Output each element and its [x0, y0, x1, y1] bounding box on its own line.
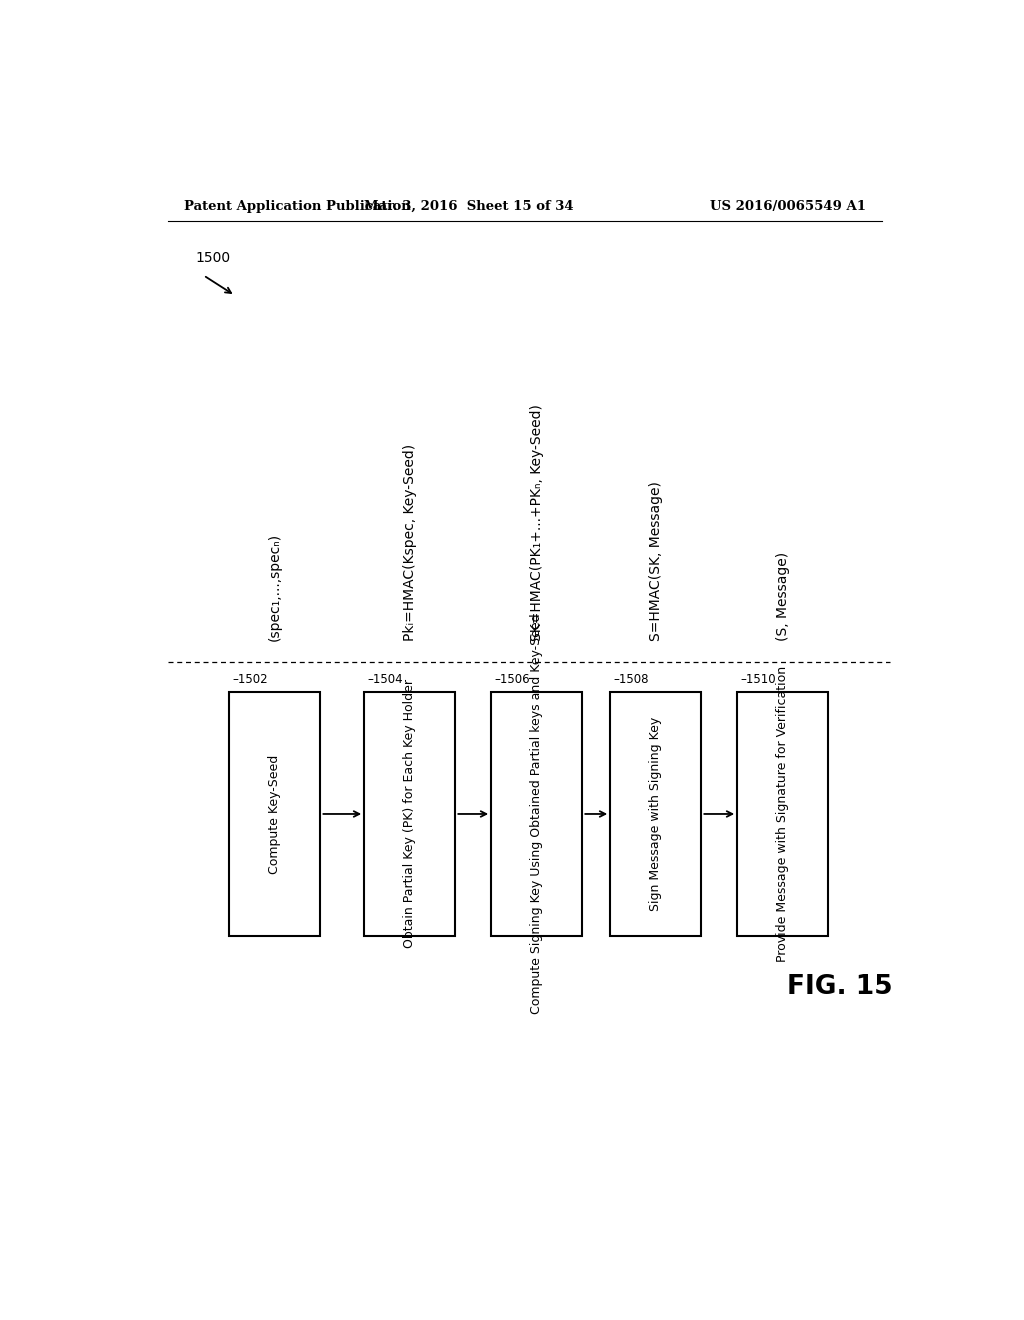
Text: (S, Message): (S, Message)	[776, 552, 790, 642]
Text: S=HMAC(SK, Message): S=HMAC(SK, Message)	[649, 482, 663, 642]
Text: –1504: –1504	[368, 673, 402, 686]
Text: –1510: –1510	[740, 673, 776, 686]
Text: (spec₁,...,specₙ): (spec₁,...,specₙ)	[268, 533, 282, 642]
Text: Provide Message with Signature for Verification: Provide Message with Signature for Verif…	[776, 665, 790, 962]
Text: US 2016/0065549 A1: US 2016/0065549 A1	[710, 199, 866, 213]
Text: –1502: –1502	[232, 673, 268, 686]
Bar	[365, 692, 456, 936]
Text: –1508: –1508	[613, 673, 649, 686]
Text: –1506: –1506	[495, 673, 529, 686]
Bar	[492, 692, 583, 936]
Text: FIG. 15: FIG. 15	[786, 974, 892, 999]
Text: 1500: 1500	[196, 251, 230, 265]
Text: Sign Message with Signing Key: Sign Message with Signing Key	[649, 717, 663, 911]
Text: Obtain Partial Key (PK) for Each Key Holder: Obtain Partial Key (PK) for Each Key Hol…	[403, 680, 416, 949]
Bar	[229, 692, 321, 936]
Text: Mar. 3, 2016  Sheet 15 of 34: Mar. 3, 2016 Sheet 15 of 34	[365, 199, 574, 213]
Text: Patent Application Publication: Patent Application Publication	[183, 199, 411, 213]
Text: Pkᵢ=HMAC(Kspec, Key-Seed): Pkᵢ=HMAC(Kspec, Key-Seed)	[402, 444, 417, 642]
Text: SK=HMAC(PK₁+...+PKₙ, Key-Seed): SK=HMAC(PK₁+...+PKₙ, Key-Seed)	[529, 404, 544, 642]
Text: Compute Signing Key Using Obtained Partial keys and Key-Seed: Compute Signing Key Using Obtained Parti…	[530, 614, 543, 1014]
Bar	[737, 692, 828, 936]
Text: Compute Key-Seed: Compute Key-Seed	[268, 754, 282, 874]
Bar	[610, 692, 701, 936]
